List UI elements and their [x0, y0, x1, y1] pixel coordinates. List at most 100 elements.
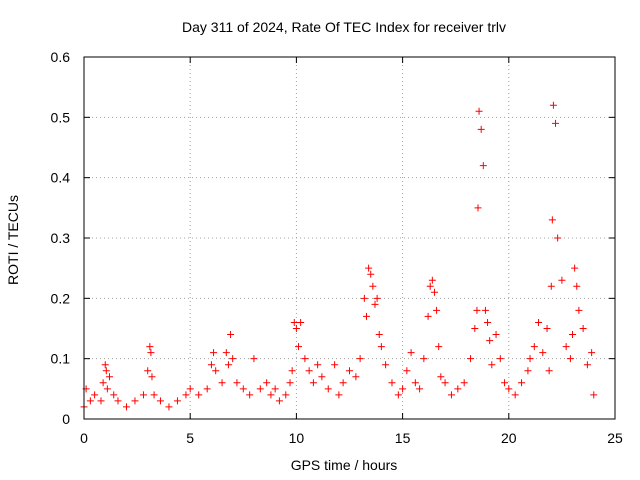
- chart-title: Day 311 of 2024, Rate Of TEC Index for r…: [182, 19, 506, 35]
- data-point: [467, 355, 475, 363]
- data-point: [324, 385, 332, 393]
- data-point: [530, 343, 538, 351]
- data-point: [573, 282, 581, 290]
- data-point: [318, 373, 326, 381]
- y-axis-label: ROTI / TECUs: [5, 195, 21, 285]
- data-point: [511, 391, 519, 399]
- data-point: [460, 379, 468, 387]
- data-point: [97, 397, 105, 405]
- data-point: [583, 361, 591, 369]
- data-point: [426, 282, 434, 290]
- data-point: [558, 276, 566, 284]
- data-point: [250, 355, 258, 363]
- data-point: [102, 367, 110, 375]
- axis-ticks: [83, 56, 616, 420]
- data-point: [454, 385, 462, 393]
- data-point: [271, 385, 279, 393]
- data-point: [290, 318, 298, 326]
- data-point: [103, 385, 111, 393]
- data-point: [486, 337, 494, 345]
- data-point: [437, 373, 445, 381]
- data-point: [224, 361, 232, 369]
- x-axis-label: GPS time / hours: [291, 457, 398, 473]
- x-tick-labels: 0 5 10 15 20 25: [80, 430, 623, 446]
- data-point: [369, 282, 377, 290]
- data-point: [545, 367, 553, 375]
- data-point: [227, 331, 235, 339]
- data-point: [475, 107, 483, 115]
- data-point: [403, 367, 411, 375]
- data-point: [562, 343, 570, 351]
- data-point: [548, 216, 556, 224]
- x-tick-label: 0: [80, 430, 88, 446]
- data-point: [263, 379, 271, 387]
- data-point: [139, 391, 147, 399]
- data-point: [110, 391, 118, 399]
- data-point: [156, 397, 164, 405]
- data-point: [518, 379, 526, 387]
- data-point: [433, 306, 441, 314]
- data-point: [492, 331, 500, 339]
- data-point: [471, 325, 479, 332]
- y-tick-label: 0.4: [51, 170, 71, 186]
- data-point: [282, 391, 290, 399]
- data-point: [144, 367, 152, 375]
- data-point: [275, 397, 283, 405]
- data-point: [481, 306, 489, 314]
- y-tick-label: 0.3: [51, 230, 71, 246]
- data-point: [473, 306, 481, 314]
- data-point: [356, 355, 364, 363]
- data-point: [371, 300, 379, 308]
- data-point: [101, 361, 109, 369]
- data-point: [526, 355, 534, 363]
- data-point: [447, 391, 455, 399]
- data-point: [547, 282, 555, 290]
- data-point: [484, 318, 492, 326]
- data-point: [186, 385, 194, 393]
- data-point: [416, 385, 424, 393]
- data-point: [588, 349, 596, 357]
- plot-frame: [83, 56, 616, 420]
- data-point: [339, 379, 347, 387]
- data-point: [229, 355, 237, 363]
- data-point: [86, 397, 94, 405]
- y-tick-label: 0: [62, 411, 70, 427]
- data-point: [424, 312, 432, 320]
- x-tick-label: 15: [395, 430, 411, 446]
- data-point: [131, 397, 139, 405]
- data-point: [549, 101, 557, 109]
- data-point: [430, 288, 438, 296]
- x-tick-label: 5: [186, 430, 194, 446]
- data-point: [543, 325, 551, 332]
- data-point: [210, 349, 218, 357]
- data-point: [420, 355, 428, 363]
- data-point: [346, 367, 353, 375]
- data-point: [105, 373, 113, 381]
- data-point: [246, 391, 254, 399]
- data-point: [388, 379, 396, 387]
- data-point: [377, 343, 385, 351]
- data-point: [373, 294, 381, 302]
- data-point: [411, 379, 419, 387]
- data-point: [150, 391, 158, 399]
- data-point: [496, 355, 504, 363]
- data-point: [335, 391, 343, 399]
- data-point: [575, 306, 583, 314]
- data-point: [539, 349, 547, 357]
- data-point: [441, 379, 449, 387]
- x-tick-label: 25: [607, 430, 623, 446]
- data-point: [394, 391, 402, 399]
- data-point: [222, 349, 230, 357]
- data-point: [488, 361, 496, 369]
- data-point: [148, 373, 156, 381]
- data-point: [218, 379, 226, 387]
- data-point: [212, 367, 220, 375]
- grid-layer: [84, 57, 615, 419]
- data-point: [479, 162, 487, 170]
- data-point: [267, 391, 275, 399]
- data-point: [590, 391, 598, 399]
- data-point: [524, 367, 532, 375]
- data-point: [477, 125, 485, 133]
- data-point: [173, 397, 181, 405]
- y-tick-label: 0.1: [51, 351, 71, 367]
